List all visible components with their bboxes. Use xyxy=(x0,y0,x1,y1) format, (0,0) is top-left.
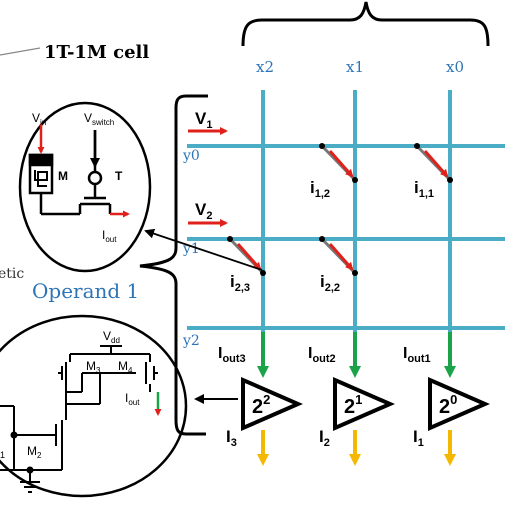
mirror-m2-label: M2 xyxy=(27,444,42,460)
current-label-i23: i2,3 xyxy=(230,272,250,294)
row-bracket xyxy=(139,94,208,436)
row-label-y0: y0 xyxy=(182,148,200,164)
mirror-iout-label: Iout xyxy=(125,391,140,407)
crosspoint-2-2 xyxy=(319,236,358,276)
output-current-iout2: Iout2 xyxy=(308,345,336,365)
output-current-iout1: Iout1 xyxy=(403,345,431,365)
column-label-x2: x2 xyxy=(256,58,274,76)
final-current-i2: I2 xyxy=(319,427,330,449)
current-label-i11: i1,1 xyxy=(414,178,434,200)
amplifier-2-pow-1: 21 xyxy=(333,376,396,432)
input-voltage-v1: V1 xyxy=(195,109,212,131)
mirror-detail-circuit xyxy=(0,345,158,493)
mirror-m4-label: M4 xyxy=(118,359,133,375)
title-leader xyxy=(0,47,41,56)
column-label-x0: x0 xyxy=(446,58,464,76)
row-label-y2: y2 xyxy=(182,333,200,349)
amplifier-2-pow-2: 22 xyxy=(241,376,304,432)
current-label-i22: i2,2 xyxy=(320,272,340,294)
svg-text:21: 21 xyxy=(344,392,362,418)
operand-label: Operand 1 xyxy=(32,279,139,303)
final-current-i1: I1 xyxy=(413,427,424,449)
final-current-i3: I3 xyxy=(226,427,237,449)
cell-vin-label: Vin xyxy=(32,111,46,127)
mirror-vdd-label: Vdd xyxy=(103,329,120,345)
svg-text:20: 20 xyxy=(439,392,457,418)
cell-title: 1T-1M cell xyxy=(44,42,149,63)
mirror-m3-label: M3 xyxy=(86,359,101,375)
crosspoint-1-1 xyxy=(414,143,453,183)
detail-pointer-arrow xyxy=(144,228,263,271)
crosspoint-1-2 xyxy=(319,143,358,183)
crosspoint-2-3 xyxy=(227,236,266,276)
crossbar-grid xyxy=(187,90,505,352)
mirror-m1-partial-label: 1 xyxy=(0,450,5,460)
svg-text:22: 22 xyxy=(252,392,270,418)
cell-iout-label: Iout xyxy=(102,228,117,244)
partial-edge-text: etic xyxy=(0,266,24,282)
cell-transistor-label: T xyxy=(115,169,123,183)
output-current-iout3: Iout3 xyxy=(218,345,246,365)
cell-memristor-label: M xyxy=(58,169,68,183)
top-brace xyxy=(241,1,490,47)
cell-detail-ellipse xyxy=(18,101,152,273)
amplifier-2-pow-0: 20 xyxy=(428,376,491,432)
input-voltage-v2: V2 xyxy=(195,200,212,222)
cell-vswitch-label: Vswitch xyxy=(84,111,114,127)
mirror-detail-ellipse xyxy=(0,314,188,498)
current-label-i12: i1,2 xyxy=(310,178,330,200)
column-label-x1: x1 xyxy=(346,58,364,76)
